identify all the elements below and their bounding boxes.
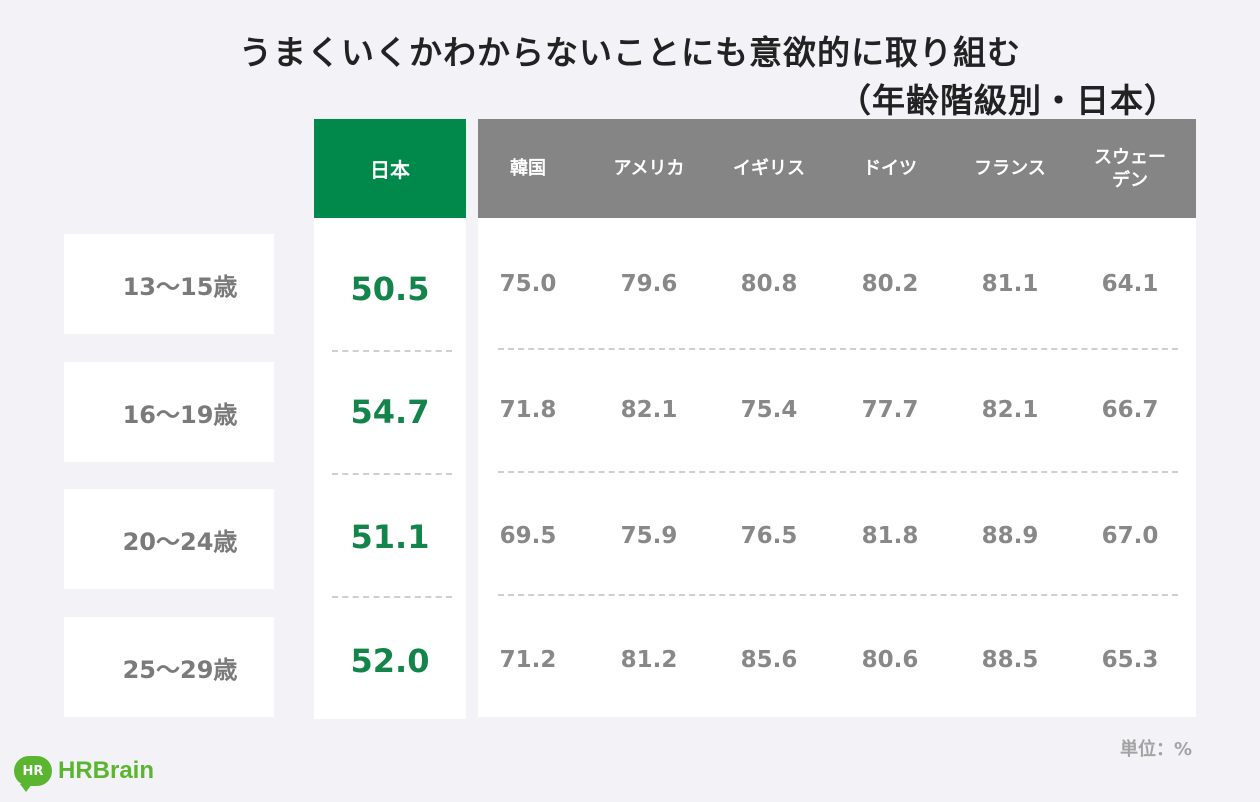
value-cell: 75.9	[620, 523, 678, 549]
value-cell: 69.5	[499, 523, 557, 549]
value-cell: 77.7	[861, 397, 919, 423]
value-cell: 82.1	[620, 397, 678, 423]
logo-badge: HR	[14, 756, 52, 792]
japan-column-background	[314, 218, 466, 719]
value-cell: 80.8	[740, 271, 798, 297]
japan-value-cell: 51.1	[350, 518, 430, 556]
hrbrain-logo: HR HRBrain	[14, 756, 155, 792]
value-cell: 71.2	[499, 647, 557, 673]
value-cell: 80.6	[861, 647, 919, 673]
other-countries-header-band	[478, 119, 1196, 218]
row-divider-japan	[332, 473, 452, 475]
column-header-2: アメリカ	[613, 158, 685, 179]
value-cell: 82.1	[981, 397, 1039, 423]
row-label-text: 20〜24歳	[122, 527, 238, 556]
value-cell: 67.0	[1101, 523, 1159, 549]
row-divider	[498, 471, 1178, 473]
column-header-3: イギリス	[733, 158, 805, 179]
value-cell: 66.7	[1101, 397, 1159, 423]
other-countries-body	[478, 218, 1196, 717]
value-cell: 76.5	[740, 523, 798, 549]
chart-subtitle: （年齢階級別・日本）	[838, 81, 1178, 120]
row-label-text: 25〜29歳	[122, 655, 238, 684]
japan-value-cell: 54.7	[350, 393, 430, 431]
logo-text: HRBrain	[58, 757, 155, 784]
row-divider-japan	[332, 350, 452, 352]
japan-value-cell: 50.5	[350, 270, 430, 308]
row-label-1: 16〜19歳	[64, 362, 274, 462]
column-header-1: 韓国	[510, 158, 546, 179]
row-divider	[498, 594, 1178, 596]
value-cell: 85.6	[740, 647, 798, 673]
row-label-text: 16〜19歳	[122, 400, 238, 429]
value-cell: 75.4	[740, 397, 798, 423]
value-cell: 75.0	[499, 271, 557, 297]
value-cell: 88.5	[981, 647, 1039, 673]
unit-label: 単位：%	[1119, 739, 1192, 760]
japan-value-cell: 52.0	[350, 642, 430, 680]
value-cell: 88.9	[981, 523, 1039, 549]
value-cell: 71.8	[499, 397, 557, 423]
value-cell: 81.2	[620, 647, 678, 673]
value-cell: 81.8	[861, 523, 919, 549]
row-label-0: 13〜15歳	[64, 234, 274, 334]
row-divider-japan	[332, 596, 452, 598]
value-cell: 65.3	[1101, 647, 1159, 673]
column-header-5: フランス	[974, 158, 1046, 179]
row-label-2: 20〜24歳	[64, 489, 274, 589]
row-label-3: 25〜29歳	[64, 617, 274, 717]
value-cell: 80.2	[861, 271, 919, 297]
value-cell: 64.1	[1101, 271, 1159, 297]
column-header-japan: 日本	[314, 119, 466, 218]
row-label-text: 13〜15歳	[122, 272, 238, 301]
value-cell: 79.6	[620, 271, 678, 297]
column-header-4: ドイツ	[863, 158, 917, 179]
column-header-6: スウェー デン	[1094, 146, 1166, 191]
chart-title: うまくいくかわからないことにも意欲的に取り組む	[239, 33, 1021, 72]
value-cell: 81.1	[981, 271, 1039, 297]
row-divider	[498, 348, 1178, 350]
